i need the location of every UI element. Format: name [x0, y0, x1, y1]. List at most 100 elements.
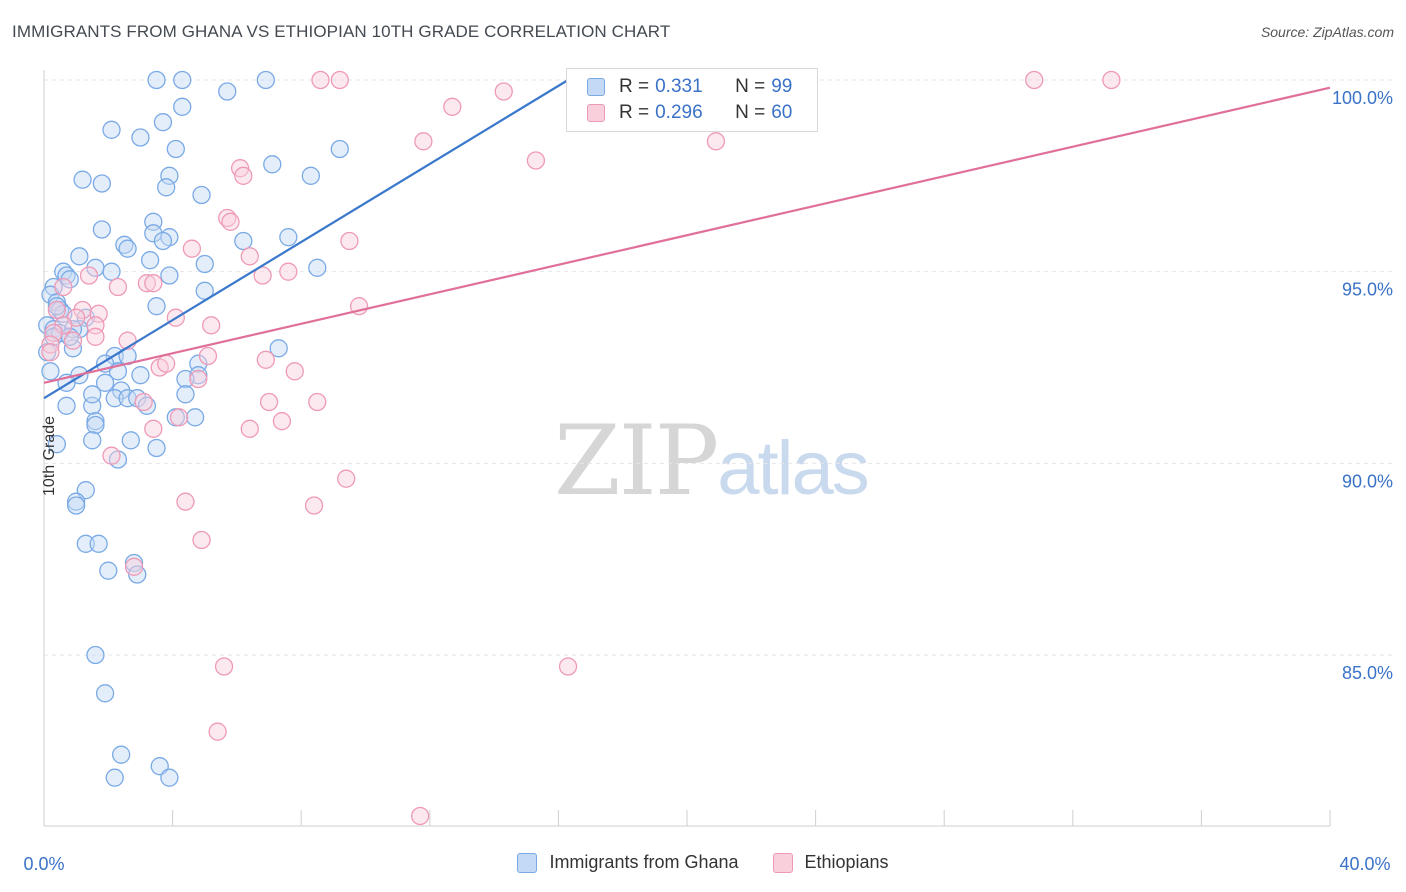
- ghana-point: [131, 366, 150, 385]
- legend-swatch-ethiopians: [587, 104, 605, 122]
- ethiopian-point: [144, 274, 163, 293]
- ethiopian-point: [304, 496, 324, 515]
- ghana-point: [70, 247, 89, 266]
- ethiopian-point: [311, 70, 330, 90]
- ghana-point: [263, 155, 282, 174]
- ghana-point: [83, 385, 102, 404]
- ethiopian-point: [54, 277, 73, 297]
- ethiopian-point: [63, 331, 83, 350]
- ghana-point: [176, 369, 195, 389]
- ethiopian-point: [558, 657, 578, 676]
- legend-r-label: R =: [619, 76, 650, 97]
- ghana-point: [63, 339, 83, 358]
- series-legend-item-ethiopians: Ethiopians: [772, 852, 889, 873]
- ghana-point: [256, 70, 275, 90]
- ghana-point: [76, 534, 95, 553]
- y-axis-label: 10th Grade: [41, 415, 59, 497]
- y-tick-label: 85.0%: [1342, 663, 1393, 683]
- ethiopian-point: [169, 408, 189, 427]
- ghana-point: [153, 113, 173, 132]
- ghana-trend-line: [43, 79, 569, 400]
- ethiopian-point: [414, 132, 433, 151]
- ethiopian-point: [308, 392, 327, 412]
- legend-n-value: 60: [771, 102, 793, 123]
- ghana-point: [195, 254, 214, 274]
- ghana-point: [308, 258, 327, 277]
- ghana-point: [330, 139, 349, 159]
- ethiopian-point: [253, 266, 272, 285]
- series-legend-item-ghana: Immigrants from Ghana: [517, 852, 739, 873]
- legend-r-label: R =: [619, 102, 650, 123]
- ghana-point: [160, 768, 179, 787]
- ethiopian-point: [137, 274, 157, 293]
- ghana-point: [99, 561, 118, 580]
- ghana-point: [301, 166, 320, 185]
- ethiopian-point: [494, 82, 513, 101]
- y-tick-label: 95.0%: [1342, 280, 1393, 300]
- ethiopian-point: [41, 335, 60, 354]
- ghana-point: [95, 373, 115, 392]
- ghana-point: [105, 768, 124, 787]
- ghana-point: [234, 231, 253, 251]
- ghana-point: [147, 438, 166, 458]
- ethiopian-point: [157, 354, 176, 373]
- ghana-point: [105, 389, 124, 408]
- ghana-point: [112, 745, 131, 764]
- ethiopian-point: [176, 492, 195, 511]
- ethiopian-point: [202, 316, 221, 335]
- legend-row-ethiopians: R = 0.296 N = 60: [587, 101, 792, 125]
- ghana-point: [86, 415, 105, 435]
- ethiopian-point: [41, 343, 60, 362]
- ghana-point: [218, 82, 237, 101]
- ethiopian-point: [272, 412, 292, 431]
- ethiopian-point: [256, 350, 275, 369]
- ethiopian-point: [134, 392, 153, 412]
- ghana-point: [89, 534, 108, 553]
- correlation-legend: R = 0.331 N = 99 R = 0.296 N = 60: [566, 68, 818, 132]
- legend-row-ghana: R = 0.331 N = 99: [587, 75, 792, 99]
- ghana-point: [173, 97, 192, 116]
- chart-title: IMMIGRANTS FROM GHANA VS ETHIOPIAN 10TH …: [12, 22, 671, 41]
- ghana-point: [95, 684, 115, 703]
- ethiopian-point: [124, 557, 144, 576]
- ethiopian-point: [526, 151, 546, 170]
- ghana-point: [166, 139, 185, 159]
- ethiopian-point: [89, 304, 108, 323]
- ghana-point: [92, 174, 112, 193]
- ethiopian-trend-line: [43, 86, 1331, 384]
- ghana-point: [157, 178, 176, 197]
- ethiopian-point: [102, 446, 121, 465]
- ethiopian-point: [79, 266, 99, 285]
- series-legend-swatch-ethiopians: [772, 852, 793, 873]
- ethiopian-point: [44, 323, 63, 343]
- x-tick-label: 40.0%: [1339, 854, 1390, 874]
- legend-n-value: 99: [771, 76, 793, 97]
- ghana-point: [131, 128, 150, 147]
- ghana-point: [173, 70, 192, 90]
- ethiopian-point: [214, 657, 234, 676]
- ghana-point: [92, 220, 112, 239]
- ethiopian-point: [285, 362, 304, 381]
- ghana-point: [160, 166, 179, 185]
- ethiopian-point: [443, 97, 462, 116]
- ghana-point: [102, 120, 121, 139]
- ghana-point: [57, 396, 76, 415]
- ethiopian-point: [279, 262, 298, 281]
- ethiopian-point: [189, 369, 208, 389]
- y-tick-label: 100.0%: [1332, 88, 1393, 108]
- ghana-point: [41, 362, 60, 381]
- series-legend: Immigrants from Ghana Ethiopians: [0, 852, 1406, 873]
- ghana-point: [176, 385, 195, 404]
- ethiopian-point: [54, 316, 73, 335]
- ghana-point: [47, 435, 67, 454]
- ghana-point: [269, 339, 288, 358]
- ghana-point: [153, 231, 173, 251]
- legend-r-value: 0.296: [655, 102, 703, 123]
- ghana-point: [279, 228, 298, 247]
- ghana-point: [83, 431, 102, 450]
- ghana-point: [73, 170, 92, 189]
- ghana-point: [121, 431, 140, 450]
- ghana-point: [86, 645, 105, 665]
- watermark: ZIPatlas: [554, 405, 870, 517]
- ethiopian-point: [411, 806, 430, 826]
